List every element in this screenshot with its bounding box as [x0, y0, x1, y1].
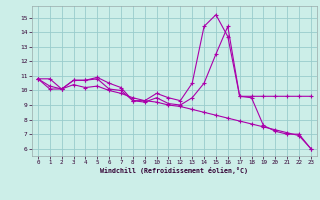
- X-axis label: Windchill (Refroidissement éolien,°C): Windchill (Refroidissement éolien,°C): [100, 167, 248, 174]
